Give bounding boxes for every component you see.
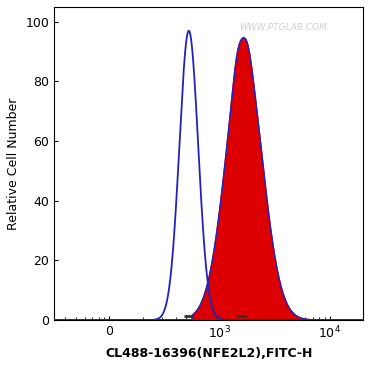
X-axis label: CL488-16396(NFE2L2),FITC-H: CL488-16396(NFE2L2),FITC-H (105, 347, 312, 360)
Text: WWW.PTGLAB.COM: WWW.PTGLAB.COM (239, 23, 327, 32)
Y-axis label: Relative Cell Number: Relative Cell Number (7, 97, 20, 230)
